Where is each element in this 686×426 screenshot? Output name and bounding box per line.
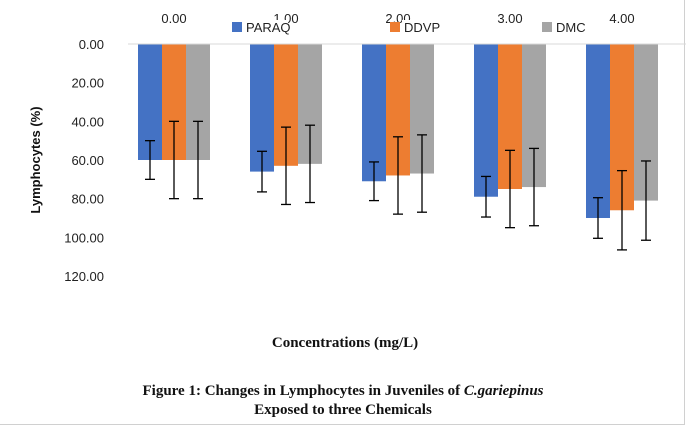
error-bar	[145, 140, 155, 180]
category-label: 0.00	[161, 11, 186, 26]
bars	[138, 44, 658, 218]
legend-item: DMC	[542, 20, 586, 35]
error-bars	[145, 120, 651, 251]
y-axis-title: Lymphocytes (%)	[28, 106, 43, 213]
figure-caption: Figure 1: Changes in Lymphocytes in Juve…	[0, 382, 686, 420]
error-bar	[505, 149, 515, 229]
error-bar	[169, 120, 179, 200]
y-tick-label: 80.00	[71, 192, 104, 207]
y-tick-label: 60.00	[71, 153, 104, 168]
x-axis-title: Concentrations (mg/L)	[272, 335, 418, 351]
bar-paraq	[250, 44, 274, 172]
y-tick-label: 100.00	[64, 230, 104, 245]
legend-swatch	[232, 22, 242, 32]
legend: PARAQ DDVP DMC	[232, 20, 586, 35]
bar-paraq	[362, 44, 386, 182]
bar-paraq	[474, 44, 498, 197]
legend-swatch	[390, 22, 400, 32]
error-bar	[369, 161, 379, 202]
y-tick-label: 40.00	[71, 114, 104, 129]
legend-item: DDVP	[390, 20, 440, 35]
error-bar	[193, 120, 203, 200]
legend-label-bg	[402, 20, 438, 35]
error-bar	[257, 150, 267, 193]
y-axis-ticks: 0.00 20.00 40.00 60.00 80.00 100.00 120.00	[64, 37, 104, 284]
error-bar	[481, 175, 491, 218]
caption-line-2: Exposed to three Chemicals	[254, 402, 432, 418]
caption-line-1: Figure 1: Changes in Lymphocytes in Juve…	[0, 382, 686, 401]
error-bar	[529, 147, 539, 227]
error-bar	[393, 136, 403, 215]
category-label: 4.00	[609, 11, 634, 26]
error-bar	[617, 169, 627, 251]
legend-label: PARAQ	[246, 20, 291, 35]
legend-label: DMC	[556, 20, 586, 35]
legend-label-bg	[244, 20, 288, 35]
y-tick-label: 20.00	[71, 76, 104, 91]
error-bar	[593, 197, 603, 239]
legend-item: PARAQ	[232, 20, 291, 35]
caption-species: C.gariepinus	[463, 383, 544, 399]
legend-label-bg	[554, 20, 582, 35]
bar-paraq	[586, 44, 610, 218]
legend-swatch	[542, 22, 552, 32]
category-label: 3.00	[497, 11, 522, 26]
caption-prefix: Figure 1: Changes in Lymphocytes in Juve…	[142, 383, 464, 399]
error-bar	[641, 160, 651, 241]
error-bar	[281, 126, 291, 206]
y-tick-label: 120.00	[64, 269, 104, 284]
error-bar	[417, 134, 427, 213]
lymphocytes-bar-chart: 0.00 20.00 40.00 60.00 80.00 100.00 120.00 0.0…	[28, 11, 686, 351]
y-tick-label: 0.00	[79, 37, 104, 52]
error-bar	[305, 124, 315, 204]
legend-label: DDVP	[404, 20, 440, 35]
